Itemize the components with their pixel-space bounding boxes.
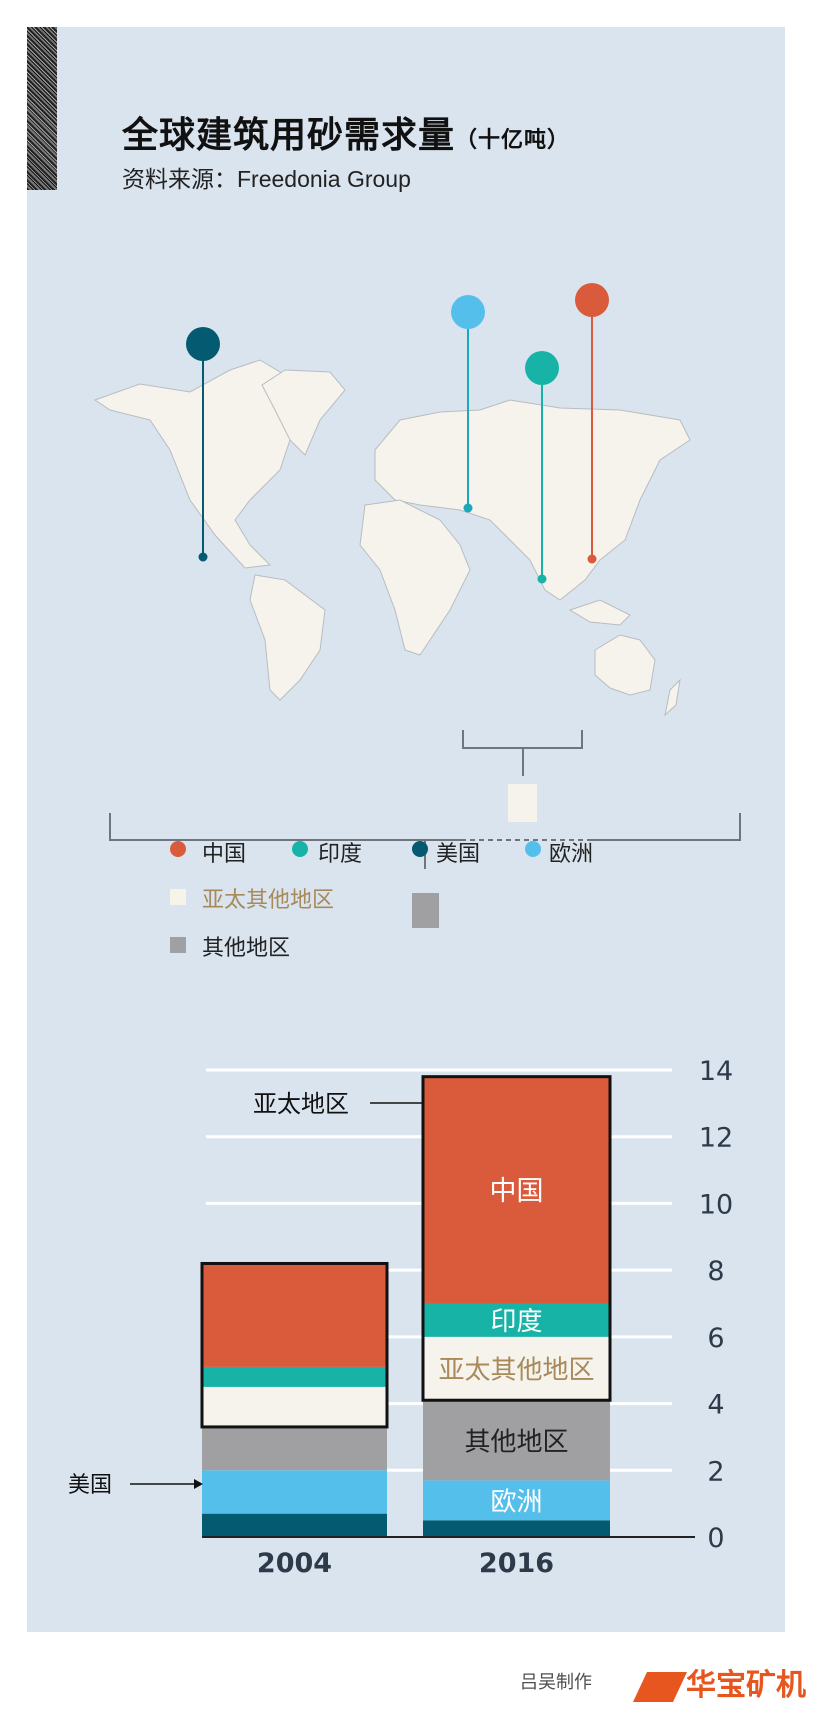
- legend-china: 中国: [202, 842, 247, 867]
- legend-apac-other: 亚太其他地区: [202, 888, 335, 913]
- india-pin-dot: [537, 574, 547, 584]
- legend-india-icon: [292, 841, 308, 857]
- map-pins: [186, 283, 609, 584]
- china-pin-icon: [575, 283, 609, 317]
- eurasia: [374, 399, 691, 601]
- sand-texture-strip: [27, 27, 57, 190]
- x-tick-label: 2004: [257, 1548, 332, 1579]
- legend-india: 印度: [318, 842, 363, 867]
- india-pin-icon: [525, 351, 559, 385]
- apac-outline-2004: [200, 1261, 389, 1429]
- legend-apac-other-icon: [170, 889, 186, 905]
- watermark-caption: 吕吴制作: [520, 1672, 592, 1693]
- usa-pin-dot: [198, 552, 208, 562]
- bar-2016-china: [423, 1076, 610, 1304]
- bar-2004-apac_other: [202, 1386, 387, 1427]
- apac-other-swatch: [508, 784, 537, 822]
- southeast-asia: [568, 599, 631, 626]
- legend-usa: 美国: [436, 842, 481, 867]
- bar-2004-china: [202, 1263, 387, 1367]
- greenland: [261, 369, 346, 456]
- source-label: 资料来源：Freedonia Group: [122, 166, 411, 192]
- y-tick-label: 6: [707, 1323, 724, 1354]
- legend-usa-icon: [412, 841, 428, 857]
- legend-europe: 欧洲: [549, 842, 594, 867]
- segment-label-other: 其他地区: [464, 1427, 568, 1457]
- other-regions-swatch: [412, 893, 439, 928]
- segment-label-apac_other: 亚太其他地区: [438, 1356, 594, 1386]
- china-pin-dot: [587, 554, 597, 564]
- australia: [594, 634, 656, 696]
- segment-label-europe: 欧洲: [490, 1487, 542, 1517]
- legend-other-icon: [170, 937, 186, 953]
- annotation-usa: 美国: [68, 1473, 112, 1498]
- apac-outline-2016: [421, 1075, 612, 1402]
- bar-2016-apac_other: [423, 1336, 610, 1401]
- y-tick-label: 10: [699, 1189, 733, 1220]
- y-tick-label: 0: [707, 1523, 724, 1554]
- legend-china-icon: [170, 841, 186, 857]
- y-tick-label: 4: [707, 1390, 724, 1421]
- bar-2016-usa: [423, 1520, 610, 1537]
- bar-2016-india: [423, 1303, 610, 1337]
- africa: [359, 499, 471, 656]
- europe-pin-dot: [463, 503, 473, 513]
- title-text: 全球建筑用砂需求量: [122, 115, 456, 156]
- north-america: [93, 359, 301, 569]
- bar-2004-other: [202, 1426, 387, 1471]
- bar-2004-usa: [202, 1513, 387, 1537]
- y-tick-label: 12: [699, 1123, 733, 1154]
- watermark-logo: 华宝矿机: [633, 1660, 806, 1704]
- logo-text: 华宝矿机: [686, 1668, 806, 1703]
- y-tick-label: 8: [707, 1256, 724, 1287]
- infographic-panel: [27, 27, 785, 1632]
- legend-europe-icon: [525, 841, 541, 857]
- bar-2004-india: [202, 1366, 387, 1387]
- bar-2016-europe: [423, 1480, 610, 1521]
- page-title: 全球建筑用砂需求量（十亿吨）: [122, 106, 570, 158]
- annotation-apac: 亚太地区: [253, 1090, 349, 1118]
- unit-label: （十亿吨）: [455, 128, 571, 153]
- south-america: [249, 574, 326, 701]
- y-tick-label: 2: [707, 1456, 724, 1487]
- bar-2004-europe: [202, 1470, 387, 1514]
- y-tick-label: 14: [699, 1056, 733, 1087]
- arrow-right-icon: [194, 1479, 203, 1489]
- europe-pin-icon: [451, 295, 485, 329]
- legend-other: 其他地区: [202, 936, 291, 961]
- segment-label-india: 印度: [490, 1307, 542, 1337]
- new-zealand: [664, 678, 681, 717]
- logo-mark-icon: [633, 1671, 687, 1702]
- apac-other-bracket: [462, 730, 583, 776]
- bar-2016-other: [423, 1400, 610, 1481]
- segment-label-china: 中国: [490, 1176, 544, 1207]
- x-tick-label: 2016: [479, 1548, 554, 1579]
- usa-pin-icon: [186, 327, 220, 361]
